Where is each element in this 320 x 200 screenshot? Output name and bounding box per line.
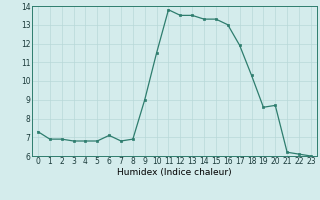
X-axis label: Humidex (Indice chaleur): Humidex (Indice chaleur) [117,168,232,177]
